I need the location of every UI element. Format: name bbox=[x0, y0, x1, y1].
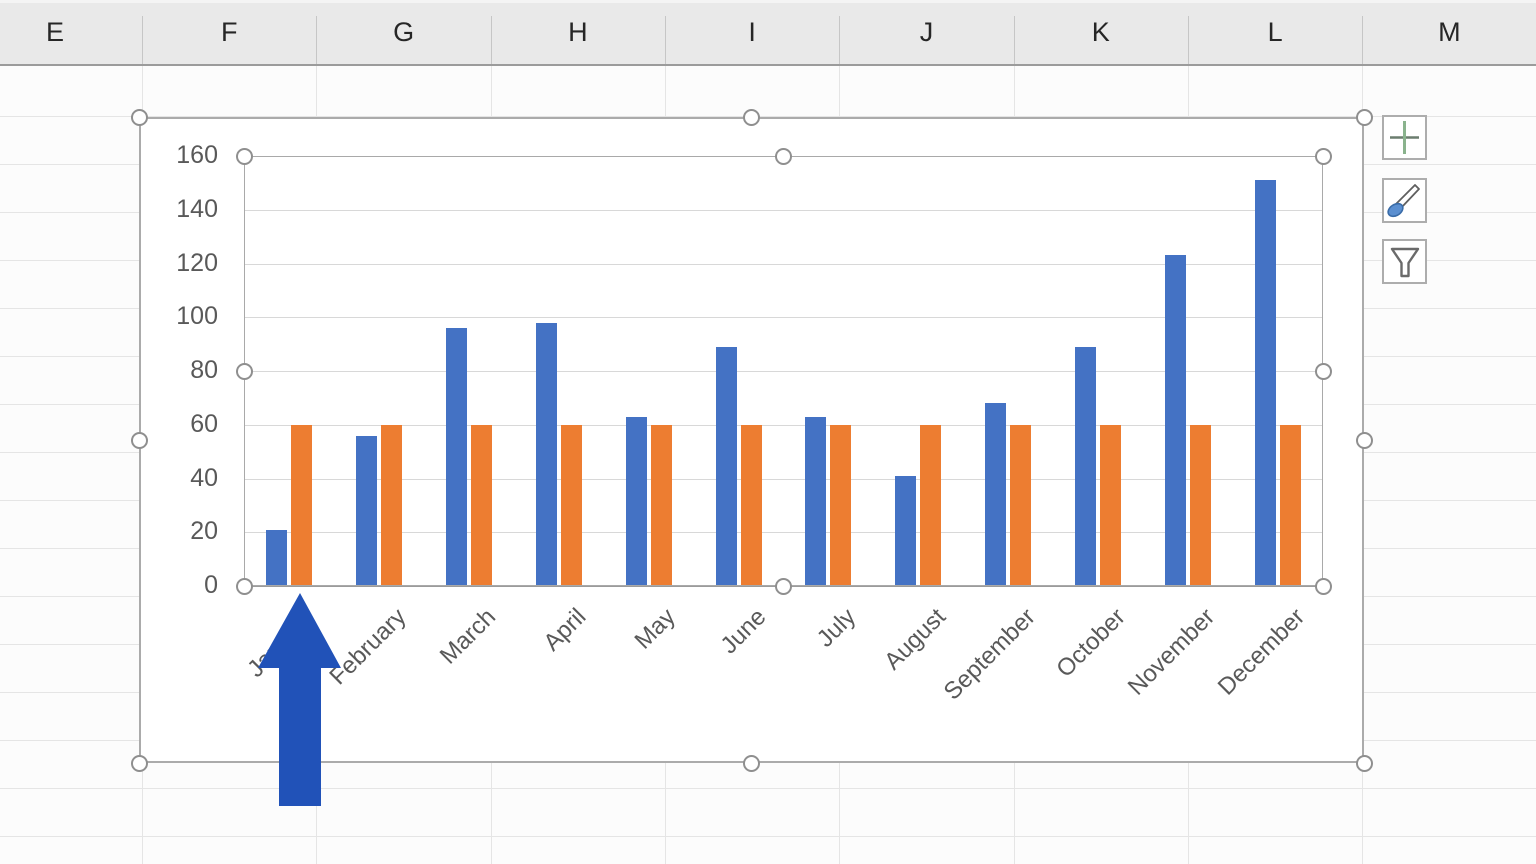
plot-area-resize-handle[interactable] bbox=[235, 362, 253, 380]
chart-gridline bbox=[244, 371, 1323, 372]
sheet-gridline bbox=[0, 836, 1536, 837]
column-divider bbox=[1013, 16, 1015, 64]
chart-gridline bbox=[244, 209, 1323, 211]
brush-icon bbox=[1387, 184, 1420, 218]
column-divider bbox=[1362, 16, 1364, 64]
bar-december-series-1-blue[interactable] bbox=[1255, 180, 1277, 586]
column-header-K[interactable]: K bbox=[1091, 17, 1110, 47]
funnel-icon bbox=[1390, 247, 1420, 278]
plot-area-resize-handle[interactable] bbox=[775, 577, 792, 595]
bar-november-series-2-orange[interactable] bbox=[1190, 424, 1212, 586]
bar-february-series-1-blue[interactable] bbox=[355, 435, 377, 586]
column-header-E[interactable]: E bbox=[45, 17, 64, 47]
chart-gridline bbox=[244, 424, 1323, 426]
bar-december-series-2-orange[interactable] bbox=[1280, 424, 1302, 586]
bar-june-series-1-blue[interactable] bbox=[715, 346, 737, 586]
bar-august-series-2-orange[interactable] bbox=[920, 424, 942, 586]
plot-area-resize-handle[interactable] bbox=[1314, 362, 1332, 380]
y-axis-tick-label[interactable]: 20 bbox=[190, 517, 218, 546]
chart-gridline bbox=[244, 478, 1323, 480]
bar-october-series-2-orange[interactable] bbox=[1100, 424, 1122, 586]
bar-april-series-2-orange[interactable] bbox=[560, 424, 582, 586]
column-header-F[interactable]: F bbox=[221, 17, 238, 47]
column-header-M[interactable]: M bbox=[1438, 17, 1461, 47]
column-divider bbox=[490, 16, 492, 64]
column-divider bbox=[142, 16, 143, 64]
chart-resize-handle[interactable] bbox=[743, 108, 760, 126]
bar-july-series-1-blue[interactable] bbox=[805, 416, 827, 586]
bar-may-series-2-orange[interactable] bbox=[650, 424, 672, 586]
chart-gridline bbox=[244, 263, 1323, 265]
bar-august-series-1-blue[interactable] bbox=[895, 475, 917, 586]
plot-area-resize-handle[interactable] bbox=[1314, 577, 1332, 595]
bar-march-series-2-orange[interactable] bbox=[470, 424, 492, 586]
bar-september-series-2-orange[interactable] bbox=[1010, 424, 1032, 586]
column-divider bbox=[316, 16, 318, 64]
plot-area-resize-handle[interactable] bbox=[235, 577, 253, 595]
sheet-gridline bbox=[0, 788, 1536, 789]
chart-styles-button[interactable] bbox=[1382, 178, 1427, 223]
bar-july-series-2-orange[interactable] bbox=[830, 424, 852, 586]
plot-area-resize-handle[interactable] bbox=[235, 147, 253, 165]
column-divider bbox=[839, 16, 841, 64]
bar-february-series-2-orange[interactable] bbox=[380, 424, 402, 586]
y-axis-tick-label[interactable]: 100 bbox=[176, 302, 218, 331]
chart-resize-handle[interactable] bbox=[130, 108, 148, 126]
y-axis-tick-label[interactable]: 140 bbox=[176, 194, 218, 223]
y-axis-tick-label[interactable]: 0 bbox=[204, 571, 218, 599]
bar-october-series-1-blue[interactable] bbox=[1075, 346, 1097, 586]
column-header-J[interactable]: J bbox=[919, 17, 934, 47]
bar-january-series-2-orange[interactable] bbox=[290, 424, 312, 586]
column-divider bbox=[664, 16, 666, 64]
bar-september-series-1-blue[interactable] bbox=[985, 403, 1007, 586]
column-divider bbox=[1187, 16, 1189, 64]
sheet-gridline bbox=[0, 116, 1536, 117]
y-axis-tick-label[interactable]: 80 bbox=[190, 356, 218, 384]
chart-resize-handle[interactable] bbox=[743, 754, 760, 772]
y-axis-tick-label[interactable]: 40 bbox=[190, 463, 218, 492]
chart-resize-handle[interactable] bbox=[130, 754, 148, 772]
chart-resize-handle[interactable] bbox=[1355, 431, 1373, 449]
bar-january-series-1-blue[interactable] bbox=[265, 529, 287, 586]
chart-elements-button[interactable] bbox=[1382, 115, 1427, 160]
column-header-band: E F G H I J K L M bbox=[0, 0, 1536, 66]
bar-may-series-1-blue[interactable] bbox=[625, 416, 647, 586]
column-header-I[interactable]: I bbox=[748, 17, 756, 47]
header-top-strip bbox=[0, 0, 1536, 3]
up-arrow-shape[interactable] bbox=[258, 593, 341, 806]
chart-resize-handle[interactable] bbox=[130, 431, 148, 449]
chart-resize-handle[interactable] bbox=[1355, 754, 1373, 772]
bar-november-series-1-blue[interactable] bbox=[1165, 255, 1187, 586]
chart-gridline bbox=[244, 532, 1323, 534]
column-header-L[interactable]: L bbox=[1267, 17, 1283, 47]
column-header-G[interactable]: G bbox=[393, 17, 415, 47]
chart-filters-button[interactable] bbox=[1382, 239, 1427, 284]
chart-gridline bbox=[244, 317, 1323, 319]
chart-resize-handle[interactable] bbox=[1355, 108, 1373, 126]
plot-area-outline[interactable] bbox=[244, 156, 1323, 586]
bar-march-series-1-blue[interactable] bbox=[445, 328, 467, 586]
column-header-H[interactable]: H bbox=[568, 17, 588, 47]
bar-april-series-1-blue[interactable] bbox=[535, 322, 557, 586]
plus-icon bbox=[1390, 121, 1419, 154]
y-axis-tick-label[interactable]: 120 bbox=[176, 248, 218, 277]
y-axis-tick-label[interactable]: 60 bbox=[190, 409, 218, 438]
plot-area-resize-handle[interactable] bbox=[775, 147, 792, 165]
plot-area-resize-handle[interactable] bbox=[1314, 147, 1332, 165]
bar-june-series-2-orange[interactable] bbox=[740, 424, 762, 586]
y-axis-tick-label[interactable]: 160 bbox=[176, 141, 218, 169]
